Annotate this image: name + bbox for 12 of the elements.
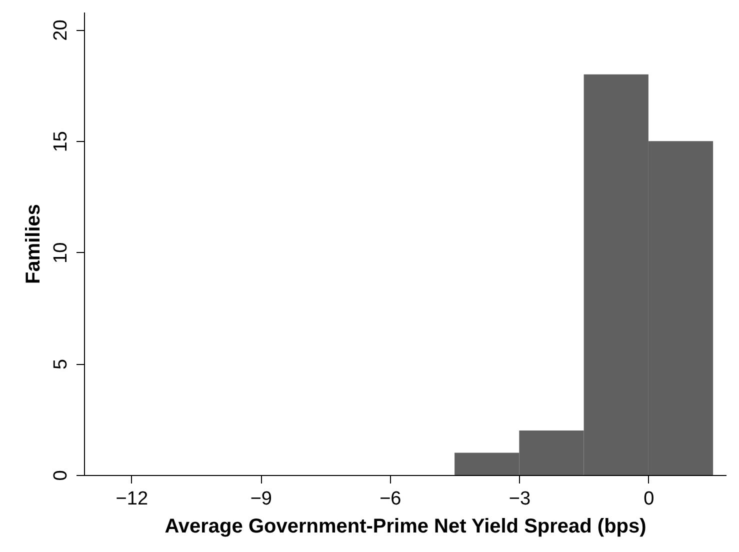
y-tick-label: 10 — [50, 242, 72, 264]
y-tick-label: 15 — [50, 131, 72, 152]
y-axis-title: Families — [22, 204, 44, 284]
x-tick-label: −3 — [508, 488, 531, 510]
y-tick-label: 20 — [50, 20, 72, 41]
y-tick-label: 5 — [50, 358, 72, 370]
x-tick-label: −6 — [380, 488, 402, 510]
x-tick-label: −12 — [116, 488, 148, 510]
y-tick-label: 0 — [50, 470, 72, 481]
x-tick-label: 0 — [644, 488, 654, 510]
x-tick-label: −9 — [250, 488, 272, 510]
x-axis-title: Average Government-Prime Net Yield Spread (bps) — [164, 516, 646, 538]
